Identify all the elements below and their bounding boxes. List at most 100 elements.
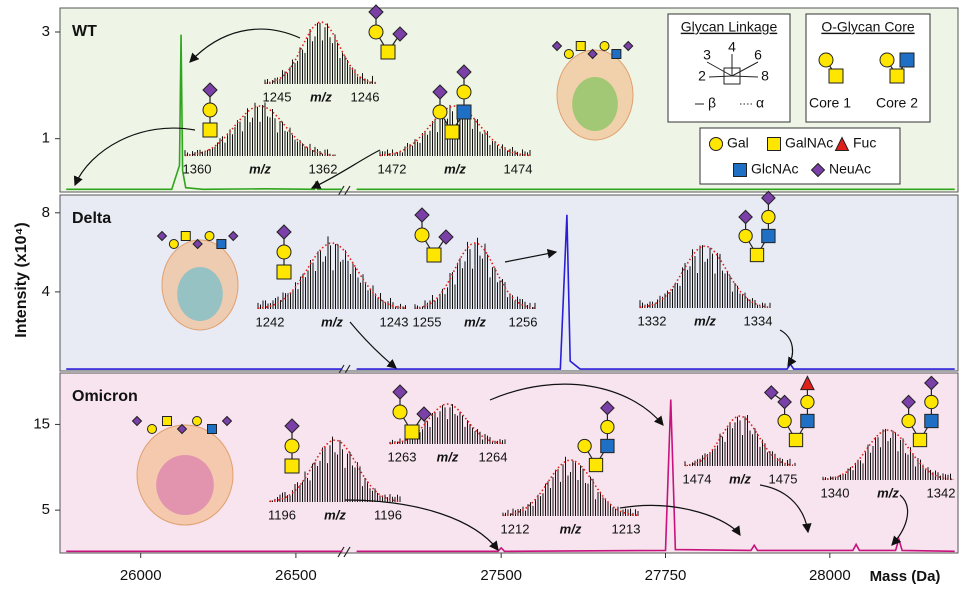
legend-symbol xyxy=(767,137,781,151)
arrow xyxy=(489,383,664,426)
glycan-residue xyxy=(192,416,202,426)
glycan-residue xyxy=(924,394,939,410)
glycan-residue xyxy=(777,413,792,429)
inset-axis-title: m/z xyxy=(877,485,899,500)
panel-label: Omicron xyxy=(72,388,138,405)
glycan-residue xyxy=(788,432,804,448)
glycan-residue xyxy=(162,416,172,426)
glycan-residue xyxy=(414,207,430,223)
y-axis-label: Intensity (x10⁴) xyxy=(13,222,30,338)
glycan-residue xyxy=(380,44,396,60)
linkage-line xyxy=(731,75,759,78)
arrow xyxy=(759,484,812,534)
inset-tick-label: 1334 xyxy=(744,313,773,328)
glycan-residue xyxy=(800,413,815,429)
axis-break xyxy=(343,546,351,558)
glycan-residue xyxy=(901,394,916,410)
glycan-residue xyxy=(368,24,384,40)
inset-tick-label: 1472 xyxy=(378,161,407,176)
y-tick-label: 1 xyxy=(42,130,50,147)
arrow xyxy=(779,329,797,368)
linkage-line xyxy=(731,61,759,77)
inset-tick-label: 1340 xyxy=(821,485,850,500)
inset-tick-label: 1362 xyxy=(309,161,338,176)
glycan-residue xyxy=(901,413,916,429)
glycan-residue xyxy=(221,415,233,427)
inset-tick-label: 1242 xyxy=(256,314,285,329)
x-tick-label: 27500 xyxy=(480,567,522,584)
inset-tick-label: 1475 xyxy=(769,471,798,486)
glycan-residue xyxy=(438,229,454,245)
glycan-residue xyxy=(147,424,157,434)
x-tick-label: 26000 xyxy=(120,567,162,584)
arrow xyxy=(310,149,381,189)
glycan-residue xyxy=(404,424,420,440)
protein-core xyxy=(156,455,214,515)
linkage-position: 8 xyxy=(761,68,769,84)
glycan-residue xyxy=(600,400,615,416)
glycan-residue xyxy=(392,404,408,420)
glycan-residue xyxy=(599,41,610,51)
legend-label: Gal xyxy=(727,135,749,151)
glycan-residue xyxy=(368,4,384,20)
beta-label: β xyxy=(708,95,716,111)
glycan-residue xyxy=(456,84,472,100)
glycan-residue xyxy=(202,122,218,138)
inset-tick-label: 1332 xyxy=(638,313,667,328)
inset-tick-label: 1245 xyxy=(263,89,292,104)
core-label: Core 1 xyxy=(809,95,851,111)
spectrum-line xyxy=(66,399,955,553)
glycan-residue xyxy=(761,190,776,206)
glycan-residue xyxy=(276,264,292,280)
inset-tick-label: 1256 xyxy=(509,314,538,329)
glycan-residue xyxy=(392,384,408,400)
arrow xyxy=(504,248,558,263)
glycan-residue xyxy=(432,104,448,120)
inset-axis-title: m/z xyxy=(444,161,466,176)
legend-label: Fuc xyxy=(853,135,876,151)
inset-fit xyxy=(184,105,336,157)
inset-tick-label: 1196 xyxy=(374,507,402,522)
inset-axis-title: m/z xyxy=(560,521,582,536)
y-tick-label: 5 xyxy=(42,501,50,518)
inset-axis-title: m/z xyxy=(694,313,716,328)
glycan-residue xyxy=(156,230,168,242)
glycan-residue xyxy=(444,124,460,140)
spectrum-line xyxy=(66,214,955,370)
glycan-residue xyxy=(924,375,939,391)
glycan-residue xyxy=(204,231,215,241)
glycan-residue xyxy=(587,48,598,60)
glycan-residue xyxy=(551,40,563,52)
inset-fit xyxy=(684,415,794,467)
inset-axis-title: m/z xyxy=(437,449,459,464)
glycan-residue xyxy=(749,247,765,263)
glycan-residue xyxy=(180,231,191,241)
legend-label: GlcNAc xyxy=(751,161,798,177)
x-tick-label: 26500 xyxy=(275,567,317,584)
inset-tick-label: 1196 xyxy=(268,507,296,522)
glycan-residue xyxy=(284,458,300,474)
inset-axis-title: m/z xyxy=(310,89,332,104)
glycan-residue xyxy=(392,26,408,42)
glycan-residue xyxy=(738,228,753,244)
glycan-residue xyxy=(879,52,895,68)
glycan-residue xyxy=(228,230,239,242)
linkage-line xyxy=(706,61,733,77)
arrow xyxy=(73,127,196,187)
inset-axis-title: m/z xyxy=(321,314,343,329)
linkage-position: 4 xyxy=(728,39,736,55)
glycan-residue xyxy=(276,224,292,240)
glycan-residue xyxy=(202,102,218,118)
inset-fit xyxy=(639,245,770,309)
arrow xyxy=(344,499,499,551)
glycan-residue xyxy=(216,239,227,249)
inset-fit xyxy=(822,429,953,481)
glycan-residue xyxy=(456,104,472,120)
glycan-residue xyxy=(414,227,430,243)
glycan-residue xyxy=(611,49,622,59)
x-axis-label: Mass (Da) xyxy=(870,568,941,585)
glycan-residue xyxy=(818,52,834,68)
arrow xyxy=(619,504,741,536)
inset-tick-label: 1474 xyxy=(683,471,712,486)
inset-tick-label: 1213 xyxy=(612,521,641,536)
